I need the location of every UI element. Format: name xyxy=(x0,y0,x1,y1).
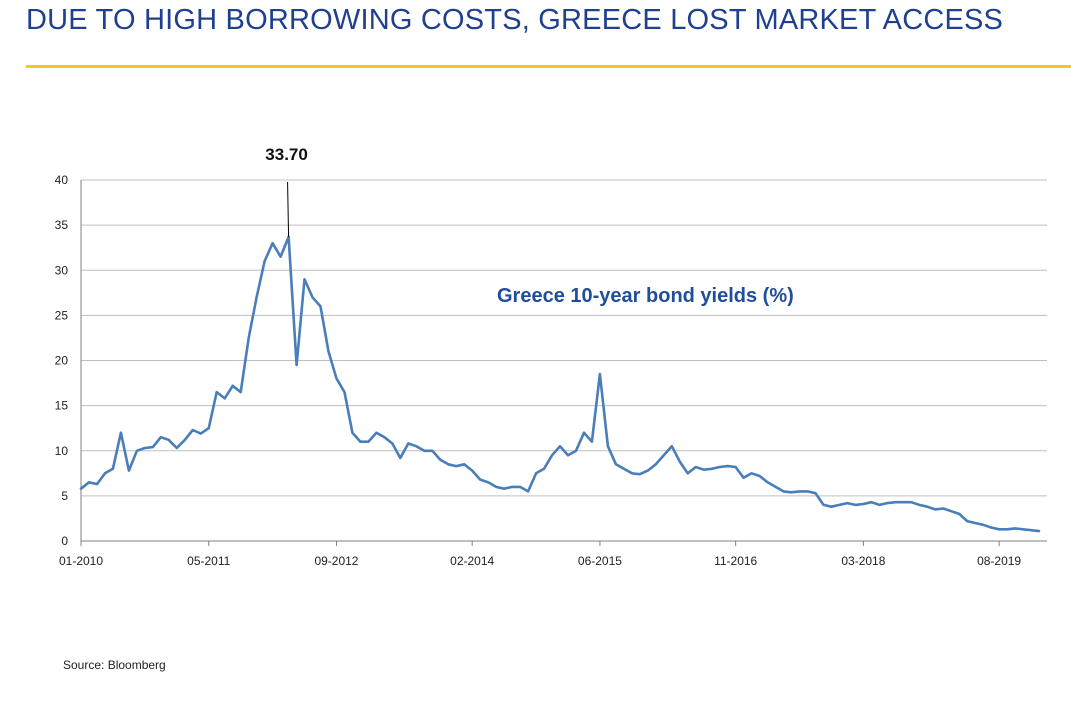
yield-chart: 0 5 10 15 20 25 30 35 40 01-2010 05-2011 09-2012 02… xyxy=(55,145,1047,568)
series-line-0 xyxy=(79,235,1041,533)
y-tick-label: 10 xyxy=(55,444,69,458)
x-tick-label: 05-2011 xyxy=(187,554,230,568)
y-axis-tick-labels: 0 5 10 15 20 25 30 35 40 xyxy=(55,173,69,548)
x-tick-label: 02-2014 xyxy=(450,554,494,568)
slide-title: DUE TO HIGH BORROWING COSTS, GREECE LOST… xyxy=(26,4,1004,36)
x-tick-label: 03-2018 xyxy=(841,554,885,568)
series-layer xyxy=(79,235,1041,533)
y-tick-label: 35 xyxy=(55,218,69,232)
source-note: Source: Bloomberg xyxy=(63,658,166,672)
y-tick-label: 30 xyxy=(55,263,69,277)
x-tick-label: 08-2019 xyxy=(977,554,1021,568)
x-axis-tick-labels: 01-2010 05-2011 09-2012 02-2014 06-2015 11-20… xyxy=(59,554,1021,568)
y-tick-label: 15 xyxy=(55,399,69,413)
x-tick-label: 01-2010 xyxy=(59,554,103,568)
x-tick-label: 11-2016 xyxy=(714,554,757,568)
y-tick-label: 25 xyxy=(55,308,69,322)
series-label: Greece 10-year bond yields (%) xyxy=(497,285,794,307)
peak-annotation-label: 33.70 xyxy=(265,145,308,164)
peak-annotation-leader xyxy=(287,181,290,237)
y-tick-label: 5 xyxy=(61,489,68,503)
x-tick-label: 09-2012 xyxy=(314,554,358,568)
x-tick-label: 06-2015 xyxy=(578,554,622,568)
title-underline xyxy=(26,65,1071,68)
axes xyxy=(80,180,1047,546)
gridlines xyxy=(81,179,1047,497)
y-tick-label: 20 xyxy=(55,354,69,368)
annotation-layer: 33.70 xyxy=(265,145,308,237)
y-tick-label: 40 xyxy=(55,173,69,187)
y-tick-label: 0 xyxy=(61,534,68,548)
